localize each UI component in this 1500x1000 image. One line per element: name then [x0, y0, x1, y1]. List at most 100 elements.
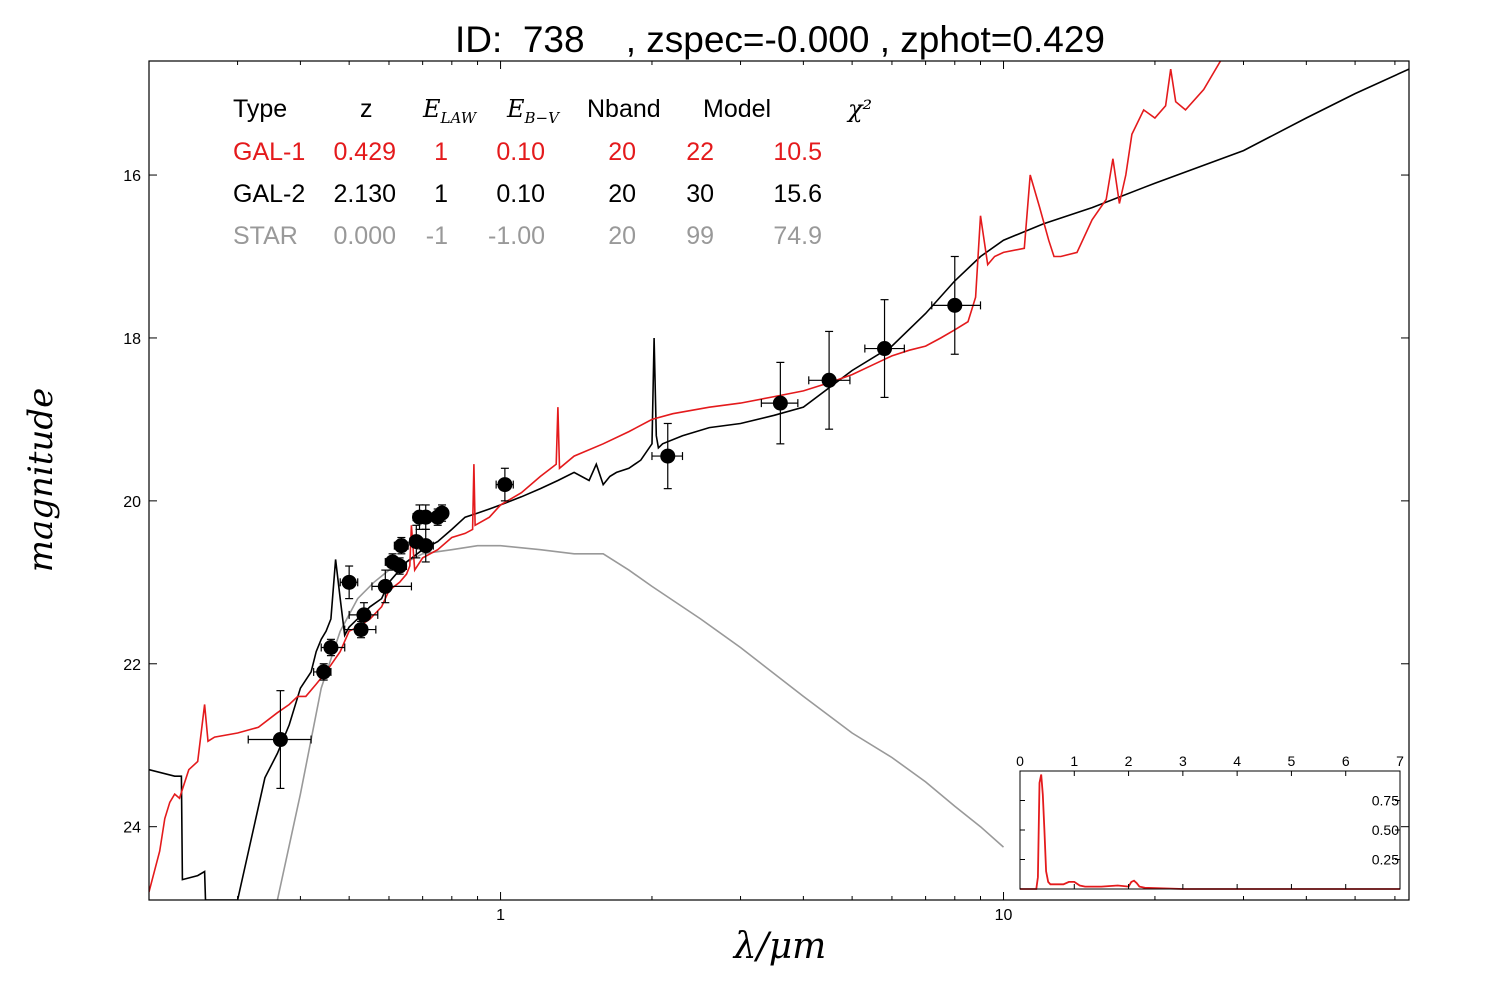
inset-x-tick-label: 7: [1396, 753, 1404, 769]
photometry-marker: [353, 622, 369, 638]
legend-cell-elaw: -1: [426, 222, 448, 250]
y-tick-label: 22: [123, 657, 141, 674]
inset-y-tick-label: 0.75: [1372, 793, 1399, 809]
photometry-point: [391, 557, 408, 575]
photometry-point: [651, 422, 684, 490]
legend-cell-model: 22: [686, 138, 714, 166]
inset-x-tick-label: 4: [1233, 753, 1241, 769]
legend-cell-chi2: 15.6: [773, 180, 822, 208]
photometry-point: [434, 504, 450, 522]
legend-cell-type: STAR: [233, 222, 298, 250]
photometry-point: [495, 467, 514, 502]
photometry-marker: [272, 732, 288, 748]
photometry-marker: [877, 341, 893, 357]
legend-cell-z: 2.130: [333, 180, 396, 208]
photometry-point: [320, 638, 346, 657]
photometry-point: [344, 620, 377, 639]
legend-header-chi2: χ²: [846, 95, 872, 123]
legend-header-ebv: EB−V: [506, 95, 561, 127]
legend-cell-ebv: -1.00: [488, 222, 545, 250]
legend-header-nband: Nband: [587, 95, 661, 123]
photometry-marker: [947, 297, 963, 313]
series-line-gal-1: [149, 61, 1223, 893]
x-tick-label: 10: [995, 907, 1013, 924]
main-plot-frame: [148, 60, 1410, 901]
photometry-point: [371, 569, 413, 604]
plot-title: ID: 738 , zspec=-0.000 , zphot=0.429: [455, 19, 1105, 60]
legend-table: Type z ELAW EB−V Nband Model χ² GAL-1 0.4…: [233, 95, 872, 250]
photometry-marker: [392, 558, 408, 574]
inset-x-tick-label: 2: [1125, 753, 1133, 769]
inset-pdf-line: [1020, 774, 1400, 890]
y-tick-label: 24: [123, 820, 141, 837]
photometry-marker: [377, 578, 393, 594]
inset-background: [1020, 771, 1400, 889]
legend-cell-chi2: 74.9: [773, 222, 822, 250]
photometry-point: [760, 361, 799, 445]
inset-x-tick-label: 5: [1288, 753, 1296, 769]
legend-header-model: Model: [703, 95, 771, 123]
main-series-layer: [149, 61, 1409, 900]
inset-y-tick-label: 0.25: [1372, 852, 1399, 868]
legend-header-elaw: ELAW: [422, 95, 478, 127]
legend-cell-type: GAL-1: [233, 138, 305, 166]
legend-cell-model: 99: [686, 222, 714, 250]
photometry-marker: [497, 477, 513, 493]
photometry-point: [864, 299, 905, 399]
inset-x-tick-label: 6: [1342, 753, 1350, 769]
inset-x-tick-label: 1: [1070, 753, 1078, 769]
legend-cell-nband: 20: [608, 222, 636, 250]
x-tick-label: 1: [496, 907, 505, 924]
photometry-point: [393, 536, 409, 555]
photometry-marker: [418, 509, 434, 525]
legend-cell-model: 30: [686, 180, 714, 208]
legend-header-type: Type: [233, 95, 287, 123]
photometry-points-layer: [247, 255, 982, 790]
photometry-point: [339, 565, 359, 600]
photometry-point: [808, 330, 851, 430]
x-axis-label: λ/μm: [732, 926, 826, 967]
photometry-marker: [821, 372, 837, 388]
legend-cell-ebv: 0.10: [496, 180, 545, 208]
series-line-star: [276, 544, 1005, 900]
legend-cell-ebv: 0.10: [496, 138, 545, 166]
legend-cell-z: 0.000: [333, 222, 396, 250]
photometry-point: [417, 528, 434, 563]
series-line-gal-2: [149, 68, 1409, 900]
photometry-marker: [341, 574, 357, 590]
photometry-marker: [393, 538, 409, 554]
legend-rows: GAL-1 0.429 1 0.10 20 22 10.5 GAL-2 2.130 1 0.10 20…: [233, 138, 822, 250]
photometry-marker: [316, 664, 332, 680]
legend-header-z: z: [360, 95, 373, 123]
inset-y-tick-label: 0.50: [1372, 822, 1399, 838]
photometry-point: [247, 690, 312, 790]
legend-cell-elaw: 1: [434, 138, 448, 166]
inset-series-layer: [1020, 774, 1400, 890]
y-axis-label: magnitude: [21, 388, 61, 573]
inset-x-tick-label: 3: [1179, 753, 1187, 769]
legend-cell-nband: 20: [608, 180, 636, 208]
photometry-marker: [356, 607, 372, 623]
photometry-marker: [660, 448, 676, 464]
legend-cell-elaw: 1: [434, 180, 448, 208]
photometry-point: [931, 255, 982, 355]
photometry-marker: [323, 639, 339, 655]
y-tick-label: 16: [123, 168, 141, 185]
pdf-inset: 0 1 2 3 4 5 6 7 0.25 0.50 0.75: [1016, 753, 1404, 890]
inset-axis-ticks: 0 1 2 3 4 5 6 7 0.25 0.50 0.75: [1016, 753, 1404, 889]
photometry-marker: [434, 505, 450, 521]
y-tick-label: 18: [123, 331, 141, 348]
photometry-marker: [772, 395, 788, 411]
inset-x-tick-label: 0: [1016, 753, 1024, 769]
legend-cell-type: GAL-2: [233, 180, 305, 208]
legend-cell-nband: 20: [608, 138, 636, 166]
photometry-point: [348, 602, 379, 628]
legend-cell-chi2: 10.5: [773, 138, 822, 166]
photometry-point: [313, 663, 332, 681]
legend-cell-z: 0.429: [333, 138, 396, 166]
y-tick-label: 20: [123, 494, 141, 511]
photometry-marker: [418, 538, 434, 554]
